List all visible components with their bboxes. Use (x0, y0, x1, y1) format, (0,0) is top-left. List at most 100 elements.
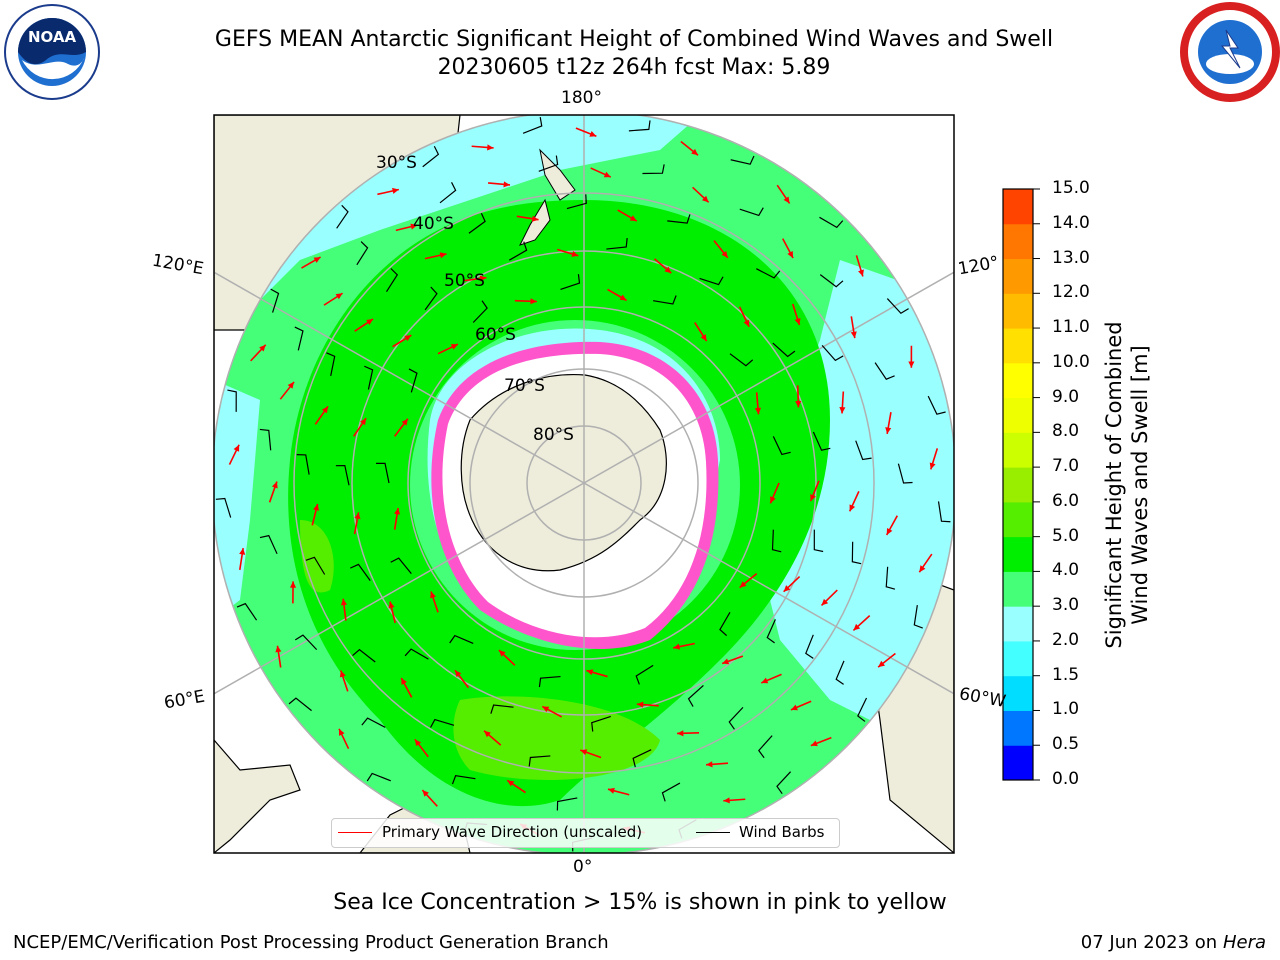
wave-direction-arrowhead (360, 418, 367, 426)
wind-barb (851, 541, 862, 565)
wind-barb (227, 389, 237, 412)
wind-barb (821, 345, 844, 362)
wave-direction-arrowhead (531, 215, 539, 222)
wave-direction-arrowhead (794, 318, 801, 325)
colorbar-tick-label: 8.0 (1052, 421, 1080, 442)
wind-barb (560, 274, 581, 290)
wind-barb (699, 276, 724, 286)
wind-barb (687, 684, 704, 707)
wave-direction-arrowhead (580, 749, 588, 756)
wind-barb (628, 120, 651, 132)
colorbar-tick-label: 10.0 (1052, 351, 1090, 372)
wave-direction-arrowhead (259, 344, 266, 352)
wave-direction-arrowhead (339, 728, 345, 736)
wave-direction-arrowhead (271, 481, 278, 489)
wind-barb (451, 774, 476, 785)
wave-direction-arrowhead (287, 381, 295, 389)
wave-direction-legend-line (338, 832, 372, 833)
wind-barb-legend-line (696, 832, 730, 833)
wind-barb (632, 749, 652, 768)
wave-direction-arrowhead (487, 144, 494, 151)
wave-direction-arrowhead (422, 790, 429, 797)
colorbar-tick-label: 6.0 (1052, 490, 1080, 511)
wind-barb (886, 298, 909, 314)
wind-barb (449, 634, 474, 645)
wind-barb (472, 300, 488, 323)
wave-direction-arrowhead (410, 223, 418, 230)
wave-direction-arrowhead (340, 598, 347, 606)
wind-barb (728, 706, 744, 730)
wind-barb (756, 268, 781, 279)
lat-label-70: 70°S (504, 376, 545, 396)
wind-barb (758, 735, 773, 759)
wave-direction-arrowhead (706, 761, 713, 768)
wave-direction-arrowhead (404, 335, 412, 342)
wind-barb (350, 563, 371, 581)
colorbar-segment (1003, 675, 1033, 711)
wave-direction-arrowhead (321, 406, 329, 414)
colorbar-tick-label: 9.0 (1052, 386, 1080, 407)
wave-direction-arrowhead (603, 171, 611, 178)
wave-direction-arrowhead (810, 494, 816, 502)
wave-direction-arrowhead (450, 344, 458, 350)
wave-direction-arrowhead (439, 252, 447, 259)
wind-barb (215, 497, 232, 518)
wave-direction-arrowhead (701, 195, 709, 203)
colorbar-segment (1003, 293, 1033, 329)
wave-direction-arrowhead (530, 298, 537, 305)
colorbar-tick-label: 11.0 (1052, 317, 1090, 338)
wind-barb (885, 566, 896, 590)
colorbar-tick-label: 0.5 (1052, 734, 1080, 755)
wind-barb (390, 557, 412, 574)
colorbar-segment (1003, 467, 1033, 503)
colorbar-segment (1003, 432, 1033, 468)
wave-direction-arrowhead (507, 780, 515, 787)
wave-direction-arrowhead (839, 406, 846, 414)
wind-barb (739, 207, 764, 217)
colorbar-tick-label: 7.0 (1052, 456, 1080, 477)
wind-barb (288, 697, 312, 712)
wind-barb (766, 619, 776, 644)
colorbar-segment (1003, 606, 1033, 642)
wave-direction-arrowhead (454, 670, 462, 678)
wind-barb (270, 288, 280, 313)
wind-barb (356, 241, 369, 266)
wave-direction-arrowhead (629, 215, 637, 222)
wind-barb (294, 326, 304, 351)
wind-barb (772, 342, 796, 358)
wind-barb (335, 465, 350, 486)
wind-barb (376, 462, 390, 484)
wave-direction-arrowhead (919, 565, 926, 573)
colorbar-tick-label: 12.0 (1052, 282, 1090, 303)
wind-barb (404, 648, 429, 660)
wave-direction-arrowhead (849, 504, 856, 512)
wind-barb (366, 772, 391, 782)
wind-barb (538, 675, 561, 688)
colorbar-tick-label: 4.0 (1052, 560, 1080, 581)
colorbar-segment (1003, 258, 1033, 294)
wind-barb (361, 717, 386, 728)
wave-direction-arrowhead (479, 275, 487, 282)
wave-direction-arrowhead (430, 591, 436, 599)
wave-direction-arrowhead (787, 251, 794, 259)
wave-direction-arrowhead (850, 331, 857, 339)
wave-direction-arrowhead (664, 266, 672, 274)
noaa-logo: NOAA (2, 2, 102, 106)
wind-barb (642, 164, 665, 175)
wind-barb (897, 463, 913, 484)
lon-label-top: 180° (561, 88, 602, 108)
wave-direction-arrowhead (790, 704, 798, 711)
wave-direction-arrowhead (810, 740, 818, 747)
lat-label-50: 50°S (444, 271, 485, 291)
colorbar-segment (1003, 745, 1033, 781)
wind-barb (385, 268, 399, 292)
wind-barb (259, 534, 278, 555)
wave-direction-arrowhead (761, 677, 769, 684)
colorbar-tick-label: 1.0 (1052, 699, 1080, 720)
wind-barb (591, 715, 611, 732)
wave-direction-arrowhead (503, 181, 510, 188)
wind-barb (667, 214, 691, 224)
wave-direction-arrowhead (313, 257, 321, 263)
wave-direction-arrowhead (394, 507, 401, 515)
wave-direction-arrowhead (783, 585, 791, 592)
